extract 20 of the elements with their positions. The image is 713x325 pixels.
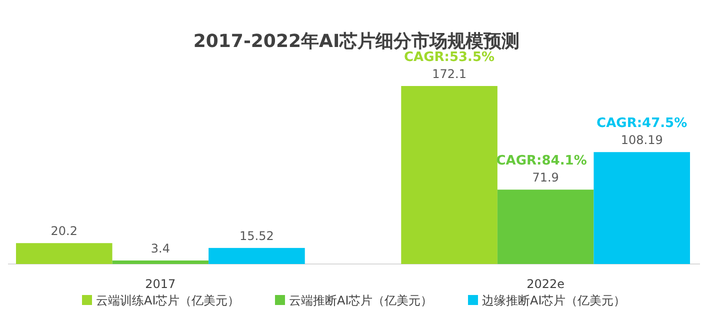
bar [16, 243, 112, 264]
bar [208, 248, 305, 264]
data-label: 108.19 [620, 133, 663, 148]
x-tick-label: 2017 [145, 277, 176, 291]
legend-label: 边缘推断AI芯片（亿美元） [482, 294, 626, 308]
bar [497, 190, 594, 264]
data-label: 172.1 [432, 67, 466, 81]
data-label: 71.9 [532, 170, 559, 185]
x-tick-label: 2022e [526, 277, 565, 291]
bar [401, 86, 498, 264]
bar [594, 152, 690, 264]
chart-title: 2017-2022年AI芯片细分市场规模预测 [193, 31, 520, 52]
legend-label: 云端训练AI芯片（亿美元） [96, 294, 240, 308]
legend-label: 云端推断AI芯片（亿美元） [289, 294, 433, 308]
annotation: CAGR:47.5% [596, 116, 688, 132]
data-label: 20.2 [50, 224, 78, 238]
data-label: 3.4 [150, 241, 170, 256]
bar [112, 260, 209, 264]
data-label: 15.52 [240, 228, 274, 243]
text: CAGR:53.5% [404, 50, 495, 65]
